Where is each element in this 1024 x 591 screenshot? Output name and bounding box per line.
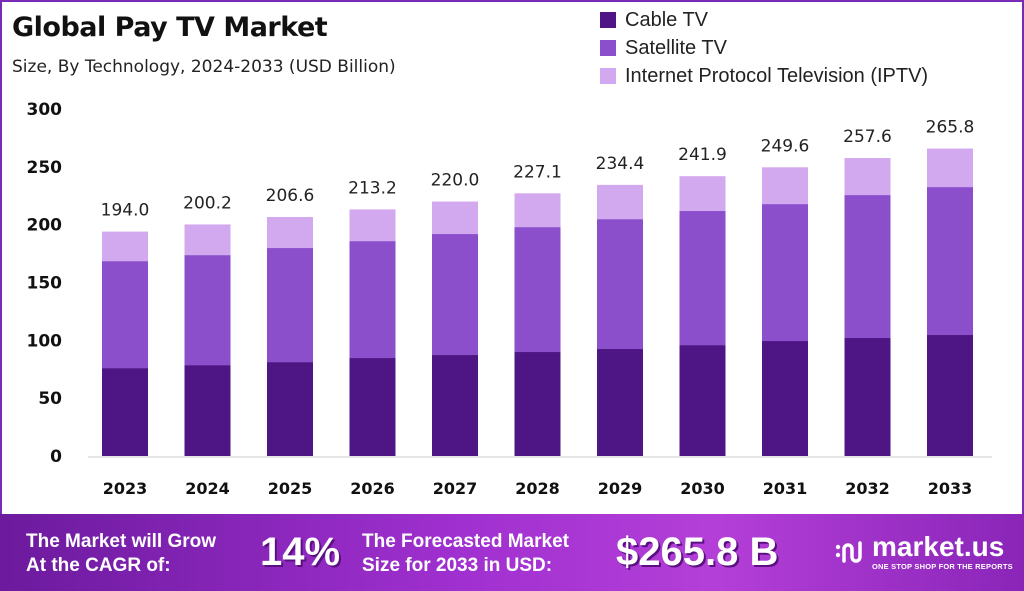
bar-segment-satellite (927, 187, 973, 336)
cagr-label-line1: The Market will Grow (26, 531, 217, 552)
chart-title: Global Pay TV Market (12, 12, 328, 43)
bar-segment-iptv (679, 176, 726, 212)
bar-segment-cable (844, 338, 891, 456)
bar-segment-iptv (349, 209, 396, 242)
bar-segment-satellite (679, 211, 726, 346)
data-label: 227.1 (513, 162, 562, 182)
x-tick-label: 2026 (350, 479, 395, 498)
cagr-label: The Market will Grow At the CAGR of: (26, 530, 216, 578)
y-tick-label: 250 (27, 158, 63, 178)
stacked-bar-chart: 0 50 100 150 200 250 300 194.0 2023 200.2 2024 206.… (27, 100, 992, 498)
logo-tagline: ONE STOP SHOP FOR THE REPORTS (872, 562, 1013, 571)
bar-segment-satellite (184, 255, 231, 366)
data-label: 241.9 (678, 145, 727, 165)
bar-segment-cable (679, 345, 726, 456)
bar-segment-satellite (514, 227, 561, 353)
x-tick-label: 2023 (103, 479, 148, 498)
legend-swatch (600, 12, 616, 28)
x-tick-label: 2032 (845, 479, 890, 498)
bar-segment-cable (349, 358, 396, 456)
bar-segment-iptv (844, 158, 891, 196)
data-label: 257.6 (843, 127, 892, 147)
forecast-value: $265.8 B (616, 530, 779, 574)
data-label: 220.0 (431, 171, 480, 191)
cagr-value: 14% (260, 530, 341, 574)
x-tick-label: 2029 (598, 479, 643, 498)
bar-segment-cable (267, 362, 313, 456)
bar-segment-iptv (267, 217, 313, 249)
summary-banner: The Market will Grow At the CAGR of: 14% … (0, 514, 1024, 591)
y-tick-label: 300 (27, 100, 63, 120)
bar-segment-iptv (927, 148, 973, 188)
data-label: 200.2 (183, 193, 232, 213)
legend-label: Cable TV (625, 8, 709, 31)
logo-name: market.us (872, 531, 1005, 562)
legend-item-cable: Cable TV (600, 6, 928, 34)
bar-segment-satellite (762, 204, 808, 342)
legend-label: Internet Protocol Television (IPTV) (625, 64, 929, 87)
x-tick-label: 2033 (928, 479, 973, 498)
x-tick-label: 2028 (515, 479, 560, 498)
bar-segment-satellite (267, 248, 313, 363)
legend-swatch (600, 40, 616, 56)
legend-swatch (600, 68, 616, 84)
y-tick-label: 50 (38, 389, 62, 409)
bar-segment-satellite (102, 261, 148, 369)
bar-segment-cable (762, 341, 808, 456)
legend-label: Satellite TV (625, 36, 727, 59)
bar-segment-satellite (844, 195, 891, 339)
bar-segment-satellite (597, 219, 643, 350)
x-tick-label: 2024 (185, 479, 230, 498)
y-tick-label: 100 (27, 331, 63, 351)
data-label: 249.6 (761, 136, 810, 156)
logo-text: market.us ONE STOP SHOP FOR THE REPORTS (872, 532, 1013, 572)
forecast-label: The Forecasted Market Size for 2033 in US… (362, 530, 569, 578)
data-label: 265.8 (926, 118, 975, 138)
y-tick-label: 0 (50, 447, 62, 467)
bar-segment-iptv (597, 184, 643, 220)
bar-segment-satellite (432, 234, 478, 356)
cagr-label-line2: At the CAGR of: (26, 555, 171, 576)
x-tick-label: 2030 (680, 479, 725, 498)
x-tick-label: 2025 (268, 479, 313, 498)
bar-segment-iptv (184, 224, 231, 256)
bar-segment-iptv (432, 201, 478, 235)
forecast-label-line2: Size for 2033 in USD: (362, 555, 553, 576)
x-tick-label: 2027 (433, 479, 478, 498)
data-label: 194.0 (101, 201, 150, 221)
bar-segment-cable (102, 368, 148, 456)
bar-segment-iptv (514, 193, 561, 228)
logo-icon (835, 541, 862, 563)
x-tick-label: 2031 (763, 479, 808, 498)
bar-segment-cable (597, 349, 643, 456)
bar-segment-cable (432, 355, 478, 456)
data-label: 234.4 (596, 154, 645, 174)
bar-segment-iptv (102, 231, 148, 262)
legend-item-satellite: Satellite TV (600, 34, 928, 62)
chart-subtitle: Size, By Technology, 2024-2033 (USD Bill… (12, 57, 396, 77)
legend-item-iptv: Internet Protocol Television (IPTV) (600, 62, 928, 90)
legend: Cable TV Satellite TV Internet Protocol … (600, 6, 928, 90)
forecast-label-line1: The Forecasted Market (362, 531, 569, 552)
bar-segment-cable (514, 352, 561, 456)
data-label: 206.6 (266, 186, 315, 206)
y-tick-label: 200 (27, 216, 63, 236)
bar-segment-iptv (762, 167, 808, 205)
bar-segment-cable (184, 365, 231, 456)
bar-segment-satellite (349, 241, 396, 359)
bar-segment-cable (927, 335, 973, 456)
data-label: 213.2 (348, 178, 397, 198)
y-tick-label: 150 (27, 274, 63, 294)
market-us-logo: market.us ONE STOP SHOP FOR THE REPORTS (834, 532, 1013, 572)
